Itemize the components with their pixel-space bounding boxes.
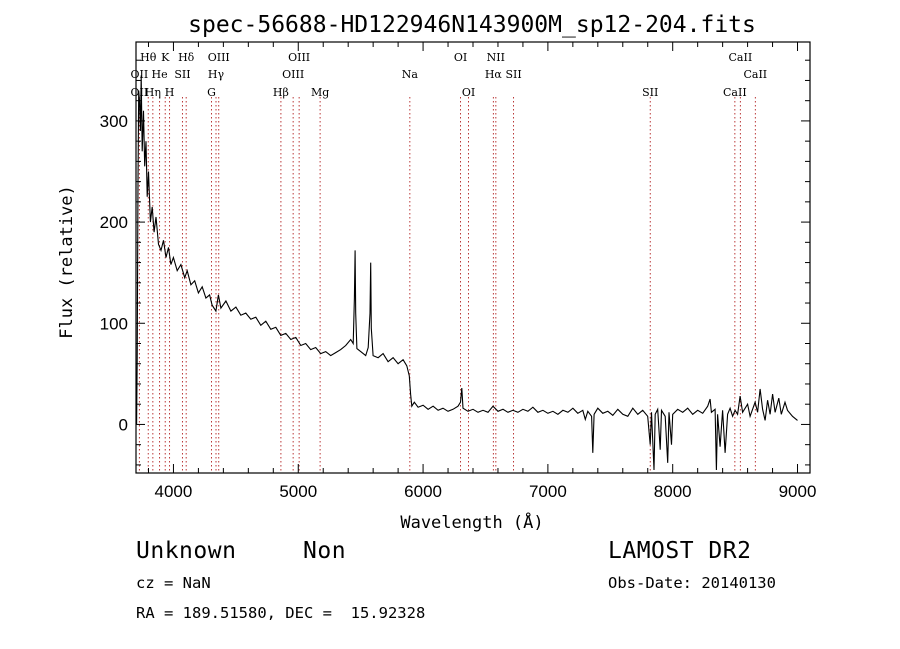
line-marker-label: CaII	[723, 86, 747, 99]
line-marker-label: He	[152, 68, 168, 81]
x-tick-label: 4000	[155, 482, 193, 501]
line-marker-label: H	[165, 86, 175, 99]
line-marker-label: Hγ	[208, 68, 225, 81]
plot-frame	[135, 41, 811, 474]
object-class: Unknown	[136, 538, 237, 564]
line-marker-label: G	[207, 86, 216, 99]
line-marker-label: SII	[174, 68, 190, 81]
object-subclass: Non	[303, 538, 347, 564]
line-marker-label: OIII	[208, 51, 230, 64]
line-marker-label: Hα	[485, 68, 503, 81]
line-marker-label: Hη	[145, 86, 161, 99]
observation-date: Obs-Date: 20140130	[608, 574, 776, 592]
y-axis-label: Flux (relative)	[57, 185, 77, 339]
line-marker-label: OIII	[282, 68, 304, 81]
y-tick-label: 200	[100, 213, 128, 232]
line-marker-label: OII	[131, 68, 149, 81]
y-tick-label: 300	[100, 112, 128, 131]
spectrum-line	[136, 75, 798, 471]
line-marker-label: SII	[642, 86, 658, 99]
line-marker-label: CaII	[729, 51, 753, 64]
survey-name: LAMOST DR2	[608, 538, 752, 564]
x-axis-label: Wavelength (Å)	[400, 511, 543, 533]
line-marker-label: CaII	[743, 68, 767, 81]
y-tick-label: 100	[100, 314, 128, 333]
x-tick-label: 7000	[529, 482, 567, 501]
line-marker-label: Mg	[311, 86, 329, 99]
line-marker-label: Hβ	[273, 86, 289, 99]
line-markers	[138, 97, 756, 473]
line-marker-label: K	[161, 51, 170, 64]
line-marker-label: OI	[462, 86, 475, 99]
line-marker-label: Hθ	[140, 51, 157, 64]
line-marker-label: Na	[402, 68, 419, 81]
line-marker-label: OIII	[288, 51, 310, 64]
y-tick-label: 0	[119, 415, 128, 434]
x-tick-label: 6000	[404, 482, 442, 501]
line-marker-label: OII	[131, 86, 149, 99]
x-tick-label: 5000	[279, 482, 317, 501]
line-marker-label: SII	[505, 68, 521, 81]
chart-title: spec-56688-HD122946N143900M_sp12-204.fit…	[188, 12, 756, 38]
axis-ticks	[136, 42, 810, 473]
x-tick-label: 9000	[779, 482, 817, 501]
coordinates: RA = 189.51580, DEC = 15.92328	[136, 604, 426, 622]
line-marker-label: Hδ	[178, 51, 195, 64]
redshift-value: cz = NaN	[136, 574, 211, 592]
x-tick-label: 8000	[654, 482, 692, 501]
line-marker-label: NII	[487, 51, 505, 64]
axis-labels: 4000 5000 6000 7000 8000 9000 0 100 200 300 Hθ OII O…	[100, 51, 817, 501]
line-marker-label: OI	[454, 51, 467, 64]
